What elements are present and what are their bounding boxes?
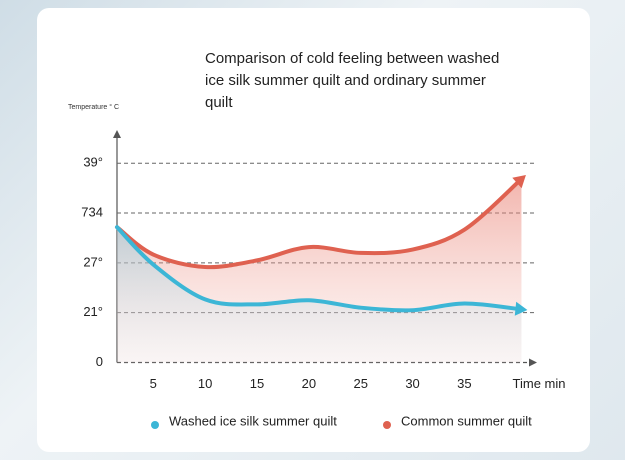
y-tick-label: 27° [83,254,103,269]
x-tick-label: 15 [250,376,264,391]
y-tick-label: 734 [81,204,103,219]
x-tick-label: 35 [457,376,471,391]
x-tick-label: 5 [150,376,157,391]
legend-label: Washed ice silk summer quilt [169,413,337,428]
line [115,176,524,270]
y-tick-label: 39° [83,155,103,170]
y-tick-label: 0 [96,354,103,369]
legend-marker [383,421,391,429]
line [115,225,524,313]
x-axis-label: Time min [513,376,566,391]
x-tick-label: 10 [198,376,212,391]
chart-title: Comparison of cold feeling between washe… [205,50,500,111]
x-axis-arrow [529,358,537,367]
line-arrow [512,175,526,189]
legend-marker [151,421,159,429]
x-tick-label: 25 [353,376,367,391]
line-arrow [514,301,528,316]
area [117,227,522,363]
x-tick-label: 20 [302,376,316,391]
x-tick-label: 30 [405,376,419,391]
y-tick-label: 21° [83,304,103,319]
y-axis-label: Temperature ° C [68,104,120,111]
legend-label: Common summer quilt [401,413,532,428]
y-axis-arrow [113,130,121,138]
